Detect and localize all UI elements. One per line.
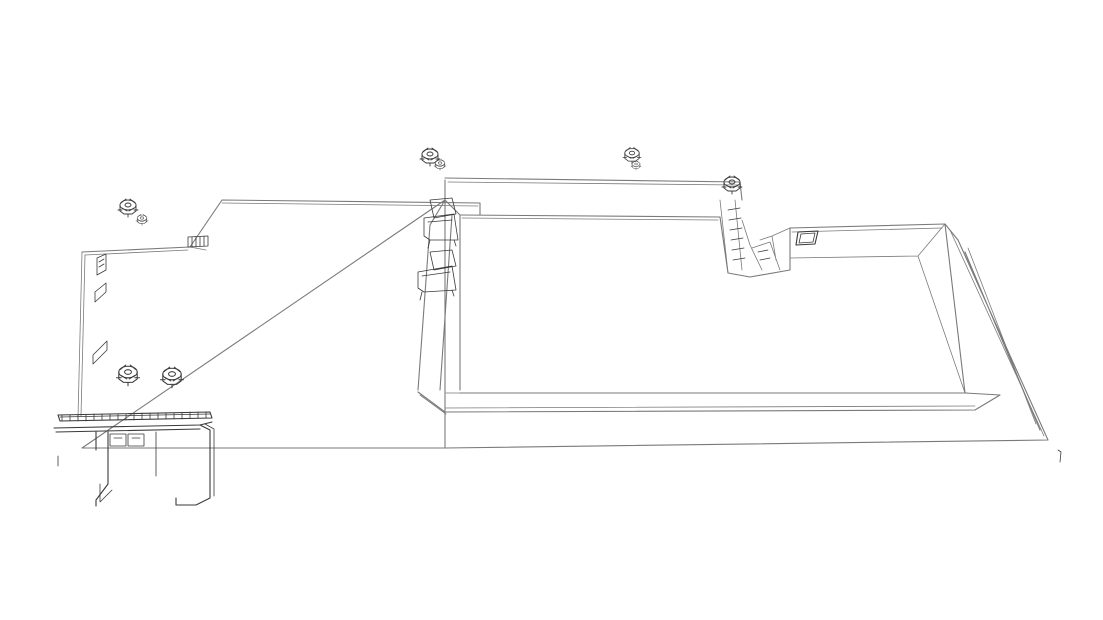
wall-vent-middle <box>94 282 107 303</box>
left-roof-parapet <box>84 202 479 256</box>
right-roof-top-edge-inner <box>447 181 739 186</box>
lounge-chair-upper <box>423 197 459 249</box>
left-building-block <box>53 199 481 507</box>
left-roof-outline <box>81 199 481 449</box>
notch-louvers <box>727 207 771 261</box>
rooftop-fan-icon <box>433 159 447 171</box>
rooftop-fan-icon <box>159 366 185 389</box>
roof-skylight <box>795 230 819 246</box>
left-wall-face <box>77 251 86 419</box>
rooftop-fan-icon <box>135 214 149 226</box>
lounge-chair-lower <box>417 249 457 301</box>
courtyard-notch-steps <box>719 199 791 274</box>
rooftop-fan-icon <box>117 198 139 218</box>
rooftop-fan-icon <box>115 364 141 387</box>
courtyard-floor-line <box>445 217 969 394</box>
right-block-west-wall <box>417 179 461 391</box>
rooftop-fan-icon <box>630 160 642 171</box>
right-block-east-wall-inner <box>949 229 1045 437</box>
wall-vent-upper <box>96 253 107 276</box>
courtyard-inner-outline <box>459 214 966 394</box>
rooftop-fan-icon <box>622 147 642 165</box>
rooftop-fan-icon <box>419 147 441 167</box>
roof-vent-grille <box>187 235 209 248</box>
right-block-east-wall <box>444 223 1049 449</box>
right-block-front-ledge <box>417 391 1001 413</box>
courtyard-depth-lines <box>789 223 966 394</box>
wall-vent-lower <box>92 340 108 365</box>
rooftop-fan-icon <box>721 175 743 195</box>
corner-marker <box>1057 449 1062 463</box>
right-block-front-ledge-inner <box>419 394 976 415</box>
right-roof-top-edge <box>444 177 743 201</box>
right-building-block <box>417 177 1062 463</box>
pergola-structure <box>53 411 215 507</box>
